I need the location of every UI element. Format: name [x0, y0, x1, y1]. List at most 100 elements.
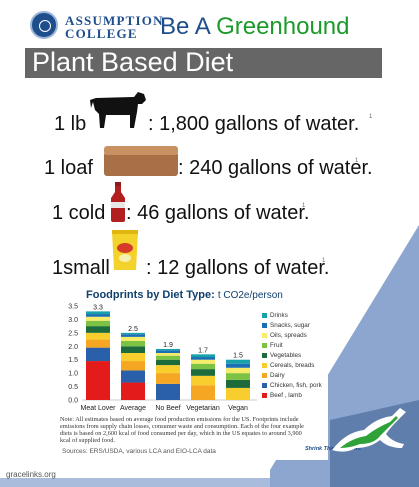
bar-segment [226, 367, 250, 374]
legend-swatch [262, 312, 267, 318]
item-text: : 46 gallons of water. [126, 202, 310, 224]
bar-segment [86, 361, 110, 400]
bar-segment [156, 353, 180, 356]
bar-segment [86, 316, 110, 321]
college-name-line2: COLLEGE [65, 26, 138, 41]
legend-item: Oils, spreads [262, 332, 307, 339]
legend-item: Beef , lamb [262, 392, 302, 399]
banner-title: Plant Based Diet [32, 47, 234, 77]
item-footnote: 1 [302, 203, 306, 209]
title-banner [25, 48, 382, 78]
legend-item: Snacks, sugar [262, 322, 310, 329]
bar-total-label: 3.3 [93, 304, 103, 311]
legend-label: Drinks [270, 312, 288, 319]
greyhound-logo-icon [332, 408, 406, 452]
bar-segment [156, 373, 180, 384]
y-tick-label: 0.5 [68, 384, 78, 391]
bar-segment [156, 359, 180, 366]
legend-item: Fruit [262, 342, 283, 349]
legend-label: Dairy [270, 372, 285, 379]
headline-part1: Be A [160, 13, 217, 40]
bar-segment [226, 387, 250, 400]
bar-segment [226, 379, 250, 388]
legend-item: Vegetables [262, 352, 301, 359]
chart-title-text: Foodprints by Diet Type: [86, 289, 215, 301]
y-tick-label: 2.0 [68, 344, 78, 351]
bar-segment [86, 347, 110, 362]
chart-unit: t CO2e/person [217, 290, 283, 301]
x-tick-label: Meat Lover [80, 405, 116, 412]
item-text: : 240 gallons of water. [178, 157, 373, 179]
item-text: : 1,800 gallons of water. [148, 113, 360, 135]
bar-segment [156, 348, 180, 351]
bar-segment [86, 320, 110, 327]
bar-segment [121, 382, 145, 400]
bar-segment [156, 350, 180, 353]
x-tick-label: Average [120, 405, 146, 412]
chart-note: Note: All estimates based on average foo… [60, 416, 304, 444]
legend-item: Dairy [262, 372, 285, 379]
legend-item: Drinks [262, 312, 288, 319]
college-name-line1: ASSUMPTION [65, 13, 164, 28]
legend-swatch [262, 332, 267, 338]
chart-title: Foodprints by Diet Type: t CO2e/person [86, 289, 283, 301]
bar-segment [226, 363, 250, 368]
legend-swatch [262, 362, 267, 368]
bar-segment [121, 346, 145, 353]
bar-segment [121, 336, 145, 341]
legend-item: Cereals, breads [262, 362, 314, 369]
item-quantity: 1 cold [52, 202, 106, 224]
source-credit: gracelinks.org [6, 470, 56, 479]
item-quantity: 1 lb [54, 113, 87, 135]
headline: Be A Greenhound [160, 14, 350, 40]
bar-segment [191, 363, 215, 370]
legend-label: Snacks, sugar [270, 322, 310, 329]
cow-icon [90, 92, 146, 128]
bar-segment [156, 355, 180, 360]
bar-total-label: 1.7 [198, 347, 208, 354]
legend-swatch [262, 342, 267, 348]
bar-segment [121, 340, 145, 347]
legend-swatch [262, 322, 267, 328]
bar-segment [121, 332, 145, 335]
bread-loaf-icon [104, 146, 178, 176]
bar-segment [226, 373, 250, 380]
stacked-bar-chart: 0.0 0.5 1.0 1.5 2.0 2.5 3.0 3.5 3.3 Meat Lover 2.5… [68, 304, 257, 412]
legend-label: Fruit [270, 342, 283, 349]
bar-segment [121, 361, 145, 371]
legend-label: Vegetables [270, 352, 302, 359]
item-footnote: 1 [369, 114, 373, 120]
item-footnote: 1 [322, 258, 326, 264]
bar-segment [191, 375, 215, 386]
legend-label: Cereals, breads [270, 362, 315, 369]
bar-segment [86, 311, 110, 315]
x-tick-label: No Beef [155, 405, 180, 412]
bar-segment [121, 370, 145, 383]
item-footnote: 1 [355, 158, 359, 164]
y-tick-label: 0.0 [68, 398, 78, 405]
headline-part2: Greenhound [216, 13, 350, 40]
y-tick-label: 3.5 [68, 304, 78, 311]
bar-segment [86, 326, 110, 333]
legend-label: Beef , lamb [270, 392, 302, 399]
y-tick-label: 2.5 [68, 330, 78, 337]
chips-bag-icon [112, 230, 138, 270]
bar-segment [156, 383, 180, 400]
bar-total-label: 1.9 [163, 342, 173, 349]
legend-label: Oils, spreads [270, 332, 307, 339]
y-tick-label: 1.0 [68, 371, 78, 378]
bar-segment [86, 332, 110, 340]
bar-total-label: 1.5 [233, 353, 243, 360]
y-tick-label: 1.5 [68, 357, 78, 364]
bar-segment [121, 353, 145, 362]
bar-total-label: 2.5 [128, 326, 138, 333]
college-seal-logo [30, 11, 58, 39]
legend-item: Chicken, fish, pork [262, 382, 322, 389]
soda-bottle-icon [111, 182, 125, 222]
x-tick-label: Vegan [228, 405, 248, 412]
bar-segment [191, 385, 215, 400]
bar-segment [86, 314, 110, 317]
legend-swatch [262, 382, 267, 388]
bar-segment [191, 369, 215, 376]
legend-swatch [262, 372, 267, 378]
